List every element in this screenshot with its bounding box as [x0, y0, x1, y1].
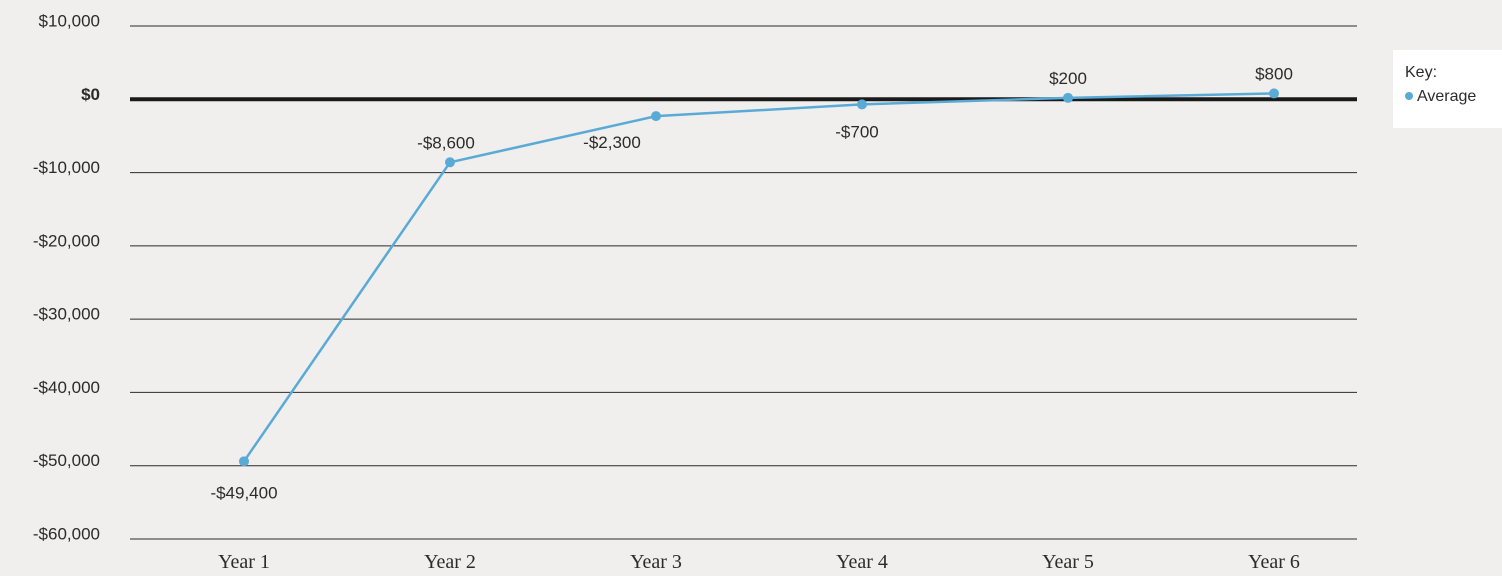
data-label: -$8,600 — [417, 133, 475, 152]
data-label: -$700 — [835, 122, 878, 141]
data-label: -$49,400 — [210, 483, 277, 502]
series-line — [242, 92, 1275, 463]
y-tick-label: $0 — [81, 85, 100, 104]
legend: Key: Average — [1393, 50, 1502, 128]
y-tick-label: -$40,000 — [33, 378, 100, 397]
x-tick-label: Year 6 — [1248, 551, 1300, 573]
y-tick-label: -$20,000 — [33, 231, 100, 250]
x-tick-label: Year 1 — [218, 551, 270, 573]
x-tick-label: Year 5 — [1042, 551, 1094, 573]
legend-entry-average: Average — [1405, 88, 1476, 106]
x-tick-label: Year 3 — [630, 551, 682, 573]
y-tick-label: -$30,000 — [33, 305, 100, 324]
legend-label: Average — [1417, 88, 1477, 105]
y-tick-label: -$10,000 — [33, 158, 100, 177]
data-point — [1063, 92, 1073, 103]
y-tick-label: -$50,000 — [33, 451, 100, 470]
data-point — [857, 99, 867, 110]
x-axis: Year 1 Year 2 Year 3 Year 4 Year 5 Year 6 — [218, 551, 1300, 573]
y-tick-label: -$60,000 — [33, 524, 100, 543]
data-label: -$2,300 — [583, 133, 641, 152]
legend-swatch — [1405, 91, 1413, 100]
series-average — [239, 88, 1279, 467]
y-tick-label: $10,000 — [39, 11, 100, 30]
x-tick-label: Year 2 — [424, 551, 476, 573]
data-point — [1269, 88, 1279, 99]
gridlines — [130, 25, 1357, 540]
data-point — [445, 157, 455, 168]
legend-title: Key: — [1405, 64, 1438, 81]
data-labels: -$49,400 -$8,600 -$2,300 -$700 $200 $800 — [210, 64, 1292, 502]
data-label: $800 — [1255, 64, 1293, 83]
data-point — [651, 111, 661, 122]
data-label: $200 — [1049, 69, 1087, 88]
y-axis: $10,000 $0 -$10,000 -$20,000 -$30,000 -$40,00… — [33, 11, 100, 543]
data-point — [239, 456, 249, 467]
x-tick-label: Year 4 — [836, 551, 888, 573]
